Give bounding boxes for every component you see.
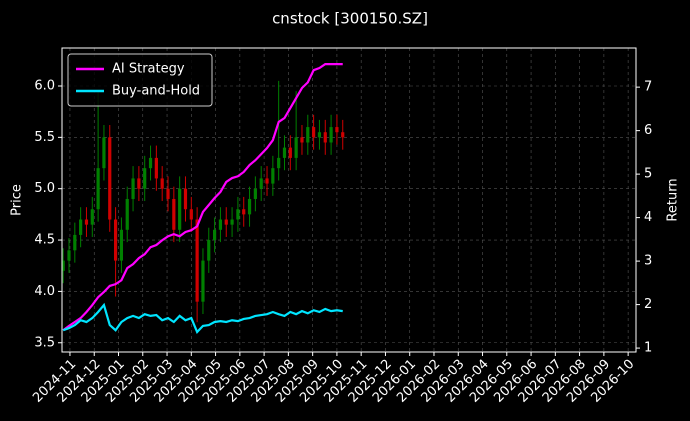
candle-body xyxy=(201,260,205,302)
candle-body xyxy=(178,188,182,230)
y2-tick-label: 5 xyxy=(644,167,652,182)
series-line xyxy=(62,302,343,334)
y2-axis-label: Return xyxy=(666,178,681,221)
candle-body xyxy=(189,209,193,220)
candle-body xyxy=(195,219,199,302)
y-tick-label: 5.5 xyxy=(34,130,55,145)
candle-body xyxy=(166,188,170,199)
candle-body xyxy=(61,260,65,271)
plot-frame xyxy=(61,47,637,353)
candle-body xyxy=(137,178,141,189)
candle-body xyxy=(125,198,129,230)
candle-body xyxy=(341,132,345,138)
candle-body xyxy=(102,137,106,169)
y2-tick-label: 4 xyxy=(644,210,652,225)
candle-body xyxy=(271,168,275,184)
candle-body xyxy=(312,127,316,138)
candle-body xyxy=(265,178,269,184)
y2-tick-label: 6 xyxy=(644,123,652,138)
y-tick-label: 6.0 xyxy=(34,79,55,94)
candle-body xyxy=(131,178,135,199)
legend-box xyxy=(67,53,213,107)
candle-body xyxy=(253,188,257,199)
candle-body xyxy=(183,188,188,210)
candle-body xyxy=(172,198,176,230)
candle-body xyxy=(247,198,252,215)
candle-body xyxy=(329,127,333,143)
candle-body xyxy=(335,127,339,133)
candle-body xyxy=(96,168,100,210)
chart-title: cnstock [300150.SZ] xyxy=(272,10,428,28)
candle-body xyxy=(207,240,211,261)
y-tick-label: 4.0 xyxy=(34,284,55,299)
candle-body xyxy=(148,157,153,169)
candle-body xyxy=(288,147,292,158)
candle-body xyxy=(213,229,217,241)
candle-body xyxy=(108,137,112,220)
y2-tick-label: 7 xyxy=(644,80,652,95)
candle-body xyxy=(294,137,298,158)
y-tick-label: 3.5 xyxy=(34,335,55,350)
legend-label: AI Strategy xyxy=(112,62,185,77)
series-line xyxy=(62,62,343,332)
candle-body xyxy=(230,219,234,225)
candle-body xyxy=(277,157,281,169)
y-tick-label: 5.0 xyxy=(34,181,55,196)
candle-body xyxy=(282,147,287,158)
candle-body xyxy=(218,219,223,230)
candle-body xyxy=(113,219,118,261)
y-axis-label: Price xyxy=(10,184,25,216)
candle-body xyxy=(84,219,89,225)
candle-body xyxy=(300,137,304,143)
y2-tick-label: 1 xyxy=(644,341,652,356)
candle-body xyxy=(323,132,327,143)
candle-body xyxy=(236,209,240,220)
candle-body xyxy=(79,219,83,235)
candle-body xyxy=(73,234,77,251)
candle-body xyxy=(224,219,228,225)
candle-body xyxy=(154,157,158,179)
candle-body xyxy=(143,168,147,189)
y2-tick-label: 2 xyxy=(644,297,652,312)
candle-body xyxy=(242,209,246,215)
legend-label: Buy-and-Hold xyxy=(112,84,200,99)
candle-body xyxy=(259,178,263,189)
candle-body xyxy=(306,127,310,143)
candle-body xyxy=(160,178,164,189)
candle-body xyxy=(317,132,322,138)
candle-body xyxy=(67,250,71,261)
candle-body xyxy=(119,229,124,261)
candle-body xyxy=(90,209,94,225)
y-tick-label: 4.5 xyxy=(34,233,55,248)
y2-tick-label: 3 xyxy=(644,254,652,269)
